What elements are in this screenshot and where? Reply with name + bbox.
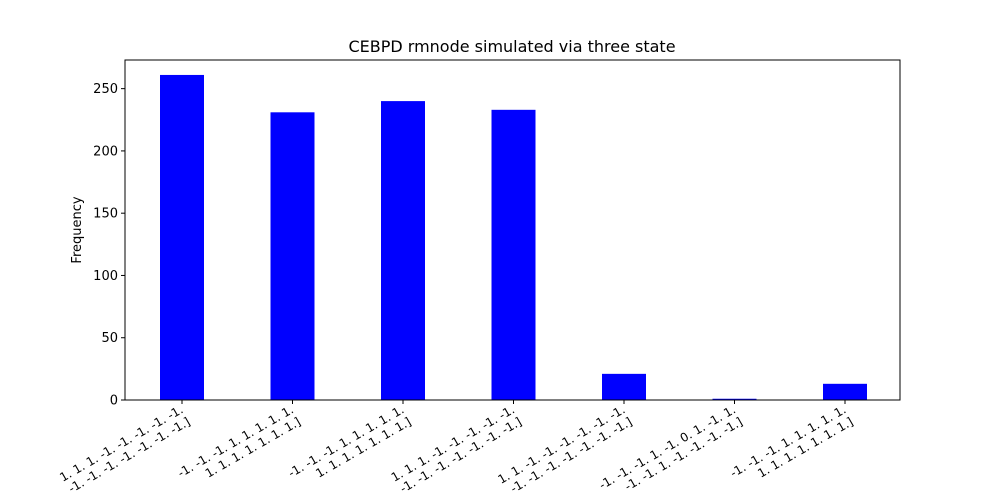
y-tick-label: 200 [93, 144, 118, 159]
bar-4 [491, 109, 536, 401]
bar-6 [712, 398, 757, 400]
y-tick-label: 0 [110, 394, 118, 409]
x-tick-label-7: -1. -1. -1. 1. 1. 1. 1. 1.1. 1. 1. 1. 1.… [728, 402, 856, 480]
y-ticks-group: 0 50 100 150 200 250 [93, 82, 125, 409]
bar-1 [160, 74, 204, 400]
x-tick-label-line: -1. -1. -1. 1. 1. 1. 1. 1. [286, 402, 407, 480]
y-tick-label: 50 [101, 331, 118, 346]
x-tick-label-line: -1. -1. -1. -1. -1. -1. -1.] [66, 415, 193, 496]
bar-3 [381, 101, 425, 400]
y-tick-label: 250 [93, 82, 118, 97]
bar-2 [270, 112, 315, 401]
bar-5 [602, 373, 646, 400]
y-tick-label: 100 [93, 269, 118, 284]
x-tick-label-line: -1. -1. -1. 1. 1. 1. 1. 1. [728, 402, 849, 480]
bars-group [160, 74, 867, 401]
y-axis-label: Frequency [70, 196, 85, 263]
chart-title: CEBPD rmnode simulated via three state [348, 37, 675, 56]
plot-frame [124, 59, 901, 401]
x-ticks-group: 1. 1. 1. -1. -1. -1. -1. -1.-1. -1. -1. … [57, 400, 856, 496]
x-tick-label-line: -1. -1. -1. 1. 1. 1. 1. 1. [175, 402, 296, 480]
y-tick-label: 150 [93, 207, 118, 222]
bar-7 [823, 383, 867, 400]
x-tick-label-line: 1. 1. 1. -1. -1. -1. -1. -1. [57, 402, 185, 484]
x-tick-label-1: 1. 1. 1. -1. -1. -1. -1. -1.-1. -1. -1. … [57, 402, 193, 496]
x-tick-label-2: -1. -1. -1. 1. 1. 1. 1. 1.1. 1. 1. 1. 1.… [175, 402, 303, 480]
